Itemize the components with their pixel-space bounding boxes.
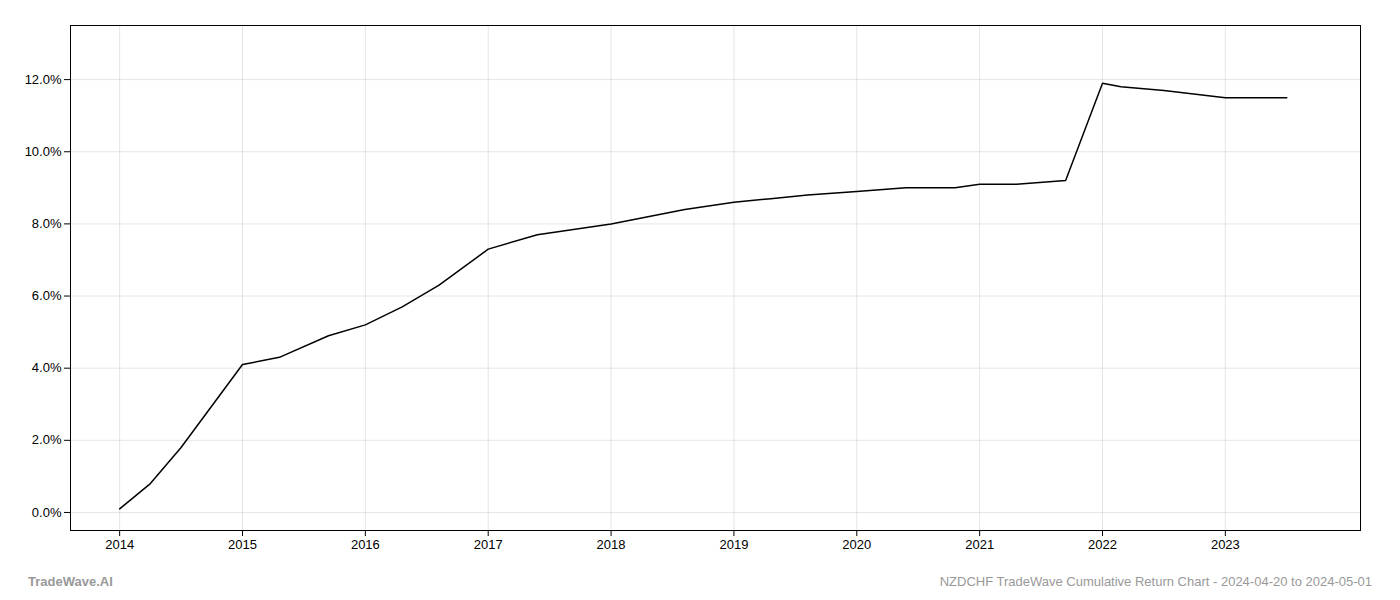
svg-text:10.0%: 10.0% — [25, 144, 62, 159]
svg-text:8.0%: 8.0% — [32, 216, 62, 231]
svg-text:2019: 2019 — [719, 537, 748, 552]
html-text:TradeWave.AI: TradeWave.AI — [28, 574, 113, 589]
svg-text:2.0%: 2.0% — [32, 432, 62, 447]
svg-text:2021: 2021 — [965, 537, 994, 552]
svg-text:12.0%: 12.0% — [25, 72, 62, 87]
svg-text:2018: 2018 — [597, 537, 626, 552]
svg-text:2023: 2023 — [1211, 537, 1240, 552]
svg-text:2022: 2022 — [1088, 537, 1117, 552]
svg-text:2017: 2017 — [474, 537, 503, 552]
svg-text:2020: 2020 — [842, 537, 871, 552]
html-text:NZDCHF TradeWave Cumulative Re: NZDCHF TradeWave Cumulative Return Chart… — [939, 574, 1372, 589]
svg-text:2016: 2016 — [351, 537, 380, 552]
svg-text:6.0%: 6.0% — [32, 288, 62, 303]
svg-text:4.0%: 4.0% — [32, 360, 62, 375]
svg-text:2014: 2014 — [105, 537, 134, 552]
svg-text:2015: 2015 — [228, 537, 257, 552]
svg-text:0.0%: 0.0% — [32, 505, 62, 520]
